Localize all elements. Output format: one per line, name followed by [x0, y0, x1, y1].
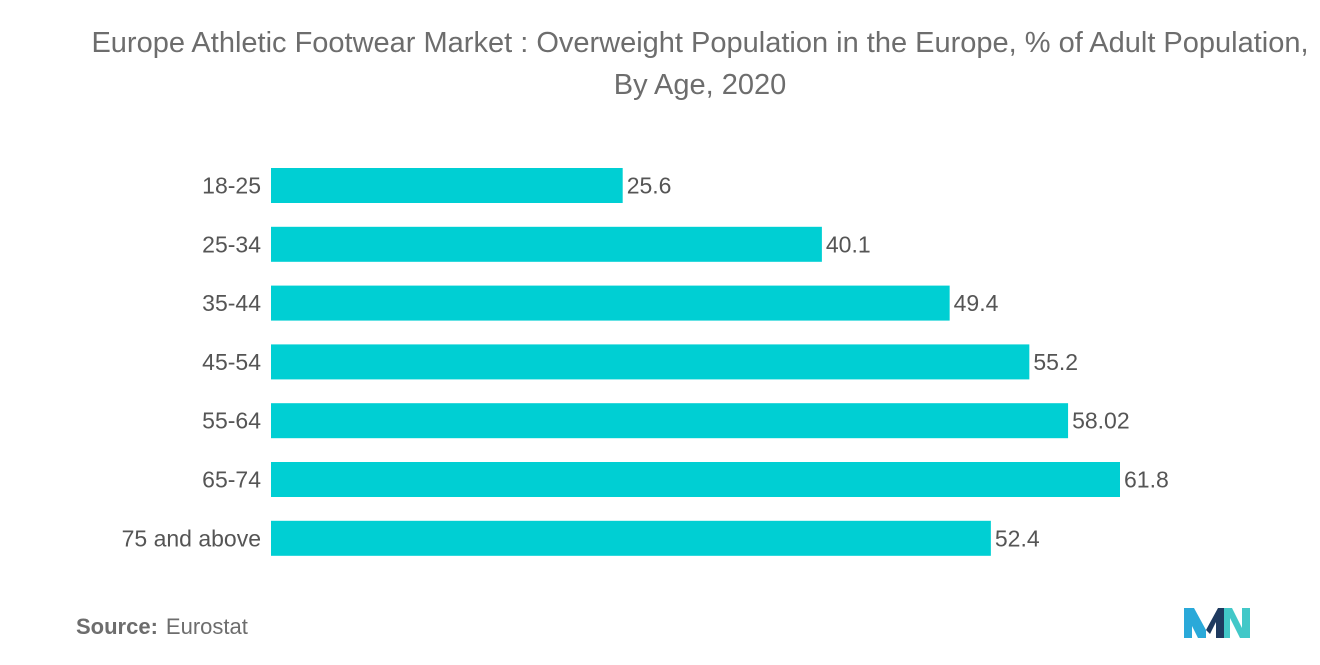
category-label: 55-64	[202, 408, 261, 434]
category-label: 35-44	[202, 290, 261, 316]
category-label: 75 and above	[122, 525, 261, 551]
bar-35-44	[271, 285, 950, 321]
value-label: 61.8	[1124, 467, 1169, 493]
value-label: 58.02	[1072, 408, 1130, 434]
category-label: 18-25	[202, 173, 261, 199]
bar-45-54	[271, 344, 1030, 380]
category-label: 65-74	[202, 467, 261, 493]
category-label: 45-54	[202, 349, 261, 375]
source-note: Source: Eurostat	[76, 614, 248, 640]
value-label: 52.4	[995, 525, 1040, 551]
bar-65-74	[271, 462, 1120, 497]
value-label: 40.1	[826, 231, 871, 257]
mordor-intelligence-logo-icon	[1184, 608, 1250, 638]
source-label: Source:	[76, 614, 158, 639]
chart-title: Europe Athletic Footwear Market : Overwe…	[91, 27, 1309, 101]
bar-25-34	[271, 226, 822, 262]
category-label: 25-34	[202, 231, 261, 257]
value-label: 49.4	[954, 290, 999, 316]
value-label: 25.6	[627, 173, 672, 199]
bar-75-and-above	[271, 520, 991, 556]
bar-18-25	[271, 168, 623, 203]
bar-55-64	[271, 403, 1069, 439]
source-value: Eurostat	[165, 614, 248, 639]
value-label: 55.2	[1033, 349, 1078, 375]
